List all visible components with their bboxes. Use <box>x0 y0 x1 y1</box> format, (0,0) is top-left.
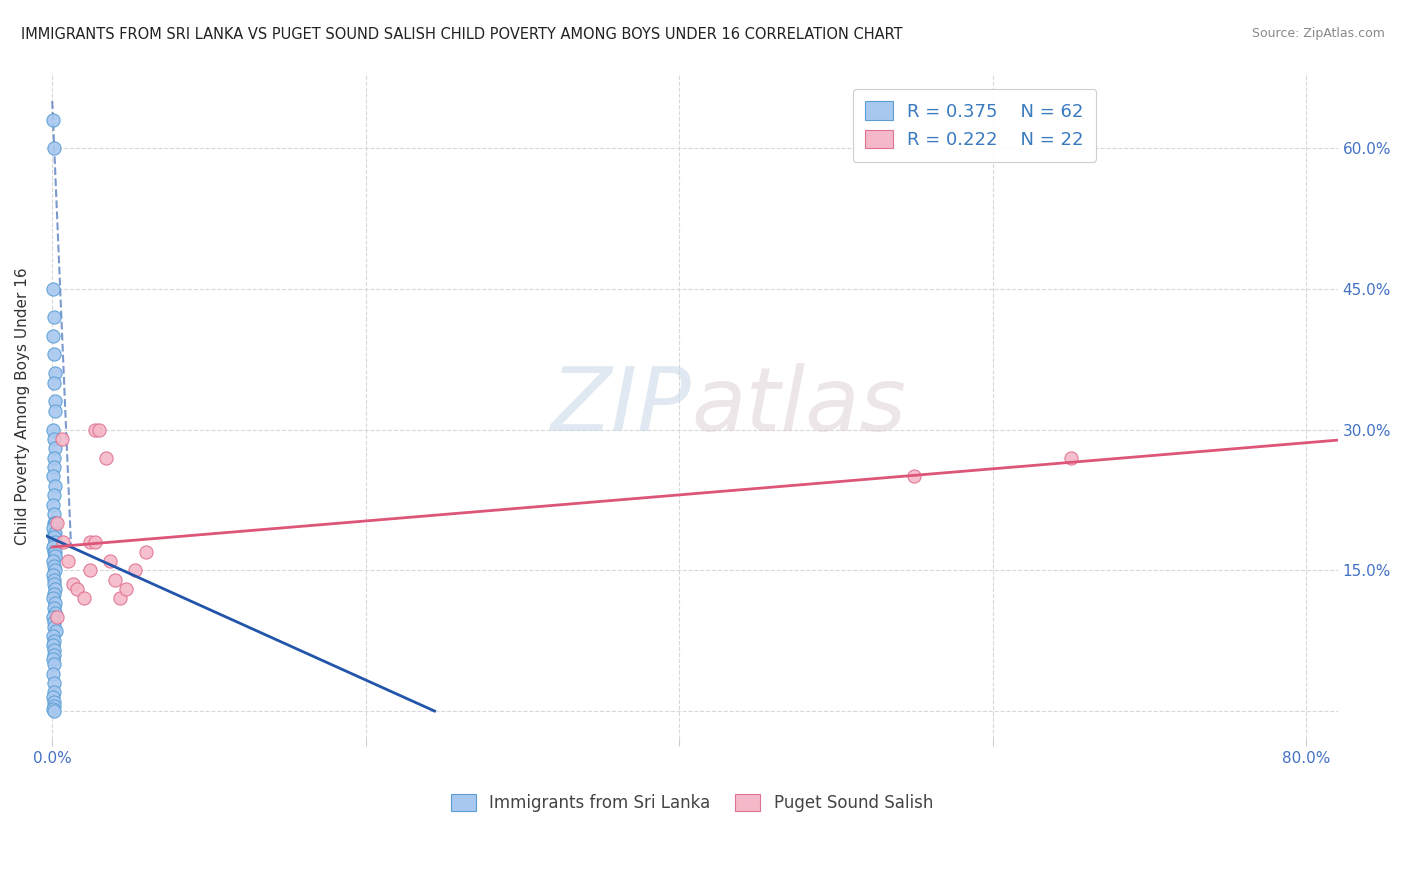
Point <box>62 577 84 591</box>
Point <box>66 582 89 596</box>
Point <box>56 554 79 568</box>
Point <box>42 423 65 437</box>
Point <box>44 404 66 418</box>
Point <box>42 460 65 475</box>
Point <box>46 610 69 624</box>
Point <box>42 619 65 633</box>
Point <box>42 498 65 512</box>
Text: IMMIGRANTS FROM SRI LANKA VS PUGET SOUND SALISH CHILD POVERTY AMONG BOYS UNDER 1: IMMIGRANTS FROM SRI LANKA VS PUGET SOUND… <box>21 27 903 42</box>
Point <box>42 643 65 657</box>
Point <box>79 563 101 577</box>
Point <box>44 549 66 564</box>
Point <box>94 450 117 465</box>
Point <box>42 690 65 704</box>
Point <box>42 516 65 531</box>
Point <box>42 540 65 554</box>
Point <box>42 525 65 540</box>
Point <box>108 591 131 606</box>
Point <box>79 535 101 549</box>
Point <box>44 442 66 456</box>
Point <box>45 624 67 639</box>
Point <box>42 577 65 591</box>
Legend: Immigrants from Sri Lanka, Puget Sound Salish: Immigrants from Sri Lanka, Puget Sound S… <box>440 784 943 822</box>
Point <box>83 423 105 437</box>
Point <box>42 347 65 361</box>
Point <box>42 469 65 483</box>
Text: atlas: atlas <box>692 363 907 449</box>
Point <box>44 535 66 549</box>
Point <box>83 535 105 549</box>
Point <box>104 573 127 587</box>
Point <box>42 544 65 558</box>
Point <box>46 516 69 531</box>
Point <box>42 568 65 582</box>
Point <box>903 469 925 483</box>
Point <box>42 554 65 568</box>
Y-axis label: Child Poverty Among Boys Under 16: Child Poverty Among Boys Under 16 <box>15 268 30 545</box>
Point <box>42 573 65 587</box>
Point <box>42 610 65 624</box>
Text: Source: ZipAtlas.com: Source: ZipAtlas.com <box>1251 27 1385 40</box>
Point <box>42 507 65 521</box>
Point <box>42 633 65 648</box>
Point <box>42 652 65 666</box>
Point <box>135 544 157 558</box>
Point <box>42 666 65 681</box>
Point <box>42 282 65 296</box>
Point <box>42 310 65 324</box>
Point <box>42 558 65 573</box>
Point <box>42 699 65 714</box>
Point <box>42 695 65 709</box>
Point <box>1060 450 1083 465</box>
Point <box>44 479 66 493</box>
Point <box>42 376 65 390</box>
Point <box>42 615 65 629</box>
Point <box>89 423 111 437</box>
Point <box>44 606 66 620</box>
Point <box>44 596 66 610</box>
Point <box>42 587 65 601</box>
Point <box>115 582 138 596</box>
Point <box>42 676 65 690</box>
Point <box>42 704 65 718</box>
Point <box>42 600 65 615</box>
Point <box>44 544 66 558</box>
Point <box>42 450 65 465</box>
Point <box>51 432 73 446</box>
Point <box>44 394 66 409</box>
Point <box>42 521 65 535</box>
Point <box>42 328 65 343</box>
Point <box>42 488 65 502</box>
Point <box>42 657 65 672</box>
Text: ZIP: ZIP <box>551 363 692 449</box>
Point <box>44 525 66 540</box>
Point <box>72 591 94 606</box>
Point <box>42 141 65 155</box>
Point <box>44 563 66 577</box>
Point <box>42 648 65 662</box>
Point <box>42 112 65 127</box>
Point <box>124 563 146 577</box>
Point <box>44 582 66 596</box>
Point <box>42 591 65 606</box>
Point <box>98 554 121 568</box>
Point <box>42 702 65 716</box>
Point <box>42 685 65 699</box>
Point <box>42 432 65 446</box>
Point <box>42 629 65 643</box>
Point <box>44 366 66 380</box>
Point <box>42 639 65 653</box>
Point <box>42 531 65 545</box>
Point <box>52 535 75 549</box>
Point <box>44 516 66 531</box>
